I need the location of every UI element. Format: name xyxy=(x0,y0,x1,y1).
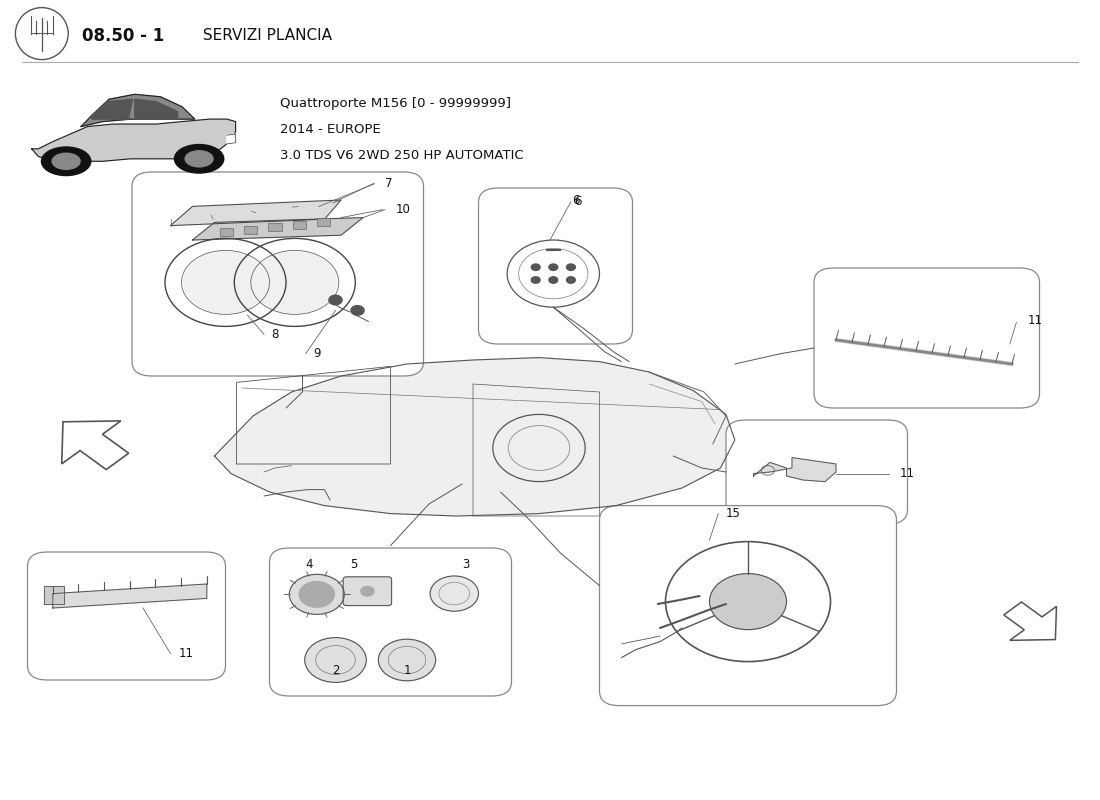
Text: 15: 15 xyxy=(726,507,741,520)
Text: 11: 11 xyxy=(900,467,915,480)
Circle shape xyxy=(531,277,540,283)
Circle shape xyxy=(305,638,366,682)
Text: 10: 10 xyxy=(396,203,411,216)
Text: 1: 1 xyxy=(404,664,411,677)
Bar xyxy=(317,218,330,226)
Polygon shape xyxy=(134,99,177,119)
FancyBboxPatch shape xyxy=(478,188,632,344)
Polygon shape xyxy=(81,94,195,126)
Circle shape xyxy=(566,277,575,283)
Circle shape xyxy=(299,582,334,607)
Text: 11: 11 xyxy=(178,647,194,660)
Text: 4: 4 xyxy=(306,558,313,570)
Polygon shape xyxy=(53,584,207,608)
Polygon shape xyxy=(32,119,235,162)
FancyBboxPatch shape xyxy=(343,577,392,606)
Circle shape xyxy=(52,154,80,170)
FancyBboxPatch shape xyxy=(726,420,907,524)
Text: 7: 7 xyxy=(385,177,393,190)
FancyBboxPatch shape xyxy=(270,548,512,696)
FancyBboxPatch shape xyxy=(814,268,1040,408)
Text: SERVIZI PLANCIA: SERVIZI PLANCIA xyxy=(198,29,332,43)
Circle shape xyxy=(361,586,374,596)
FancyBboxPatch shape xyxy=(28,552,226,680)
Circle shape xyxy=(289,574,344,614)
Text: 3: 3 xyxy=(462,558,470,570)
Polygon shape xyxy=(91,99,133,119)
Circle shape xyxy=(329,295,342,305)
Polygon shape xyxy=(192,218,363,240)
Circle shape xyxy=(549,264,558,270)
Text: 11: 11 xyxy=(1027,314,1043,326)
Circle shape xyxy=(566,264,575,270)
Circle shape xyxy=(185,150,213,167)
Polygon shape xyxy=(227,134,235,144)
Text: 2: 2 xyxy=(332,664,340,677)
Circle shape xyxy=(710,574,786,630)
Circle shape xyxy=(351,306,364,315)
Text: Quattroporte M156 [0 - 99999999]: Quattroporte M156 [0 - 99999999] xyxy=(280,98,512,110)
Bar xyxy=(244,226,257,234)
Text: 9: 9 xyxy=(314,347,321,360)
Text: 5: 5 xyxy=(350,558,358,570)
Text: 6: 6 xyxy=(572,194,580,206)
Circle shape xyxy=(175,145,223,173)
Text: 2014 - EUROPE: 2014 - EUROPE xyxy=(280,123,382,136)
Text: 6: 6 xyxy=(574,195,582,208)
Polygon shape xyxy=(754,458,836,482)
Circle shape xyxy=(430,576,478,611)
FancyBboxPatch shape xyxy=(600,506,896,706)
Text: 3.0 TDS V6 2WD 250 HP AUTOMATIC: 3.0 TDS V6 2WD 250 HP AUTOMATIC xyxy=(280,149,524,162)
Circle shape xyxy=(549,277,558,283)
Polygon shape xyxy=(214,358,735,516)
Circle shape xyxy=(378,639,436,681)
Circle shape xyxy=(184,252,267,313)
Bar xyxy=(293,221,306,229)
Polygon shape xyxy=(170,200,341,226)
Bar xyxy=(220,228,233,236)
Circle shape xyxy=(531,264,540,270)
FancyBboxPatch shape xyxy=(132,172,424,376)
Circle shape xyxy=(42,147,91,175)
Bar xyxy=(268,223,282,231)
Polygon shape xyxy=(44,586,64,604)
Text: 08.50 - 1: 08.50 - 1 xyxy=(82,27,165,45)
Circle shape xyxy=(253,252,337,313)
Text: 8: 8 xyxy=(272,328,279,341)
